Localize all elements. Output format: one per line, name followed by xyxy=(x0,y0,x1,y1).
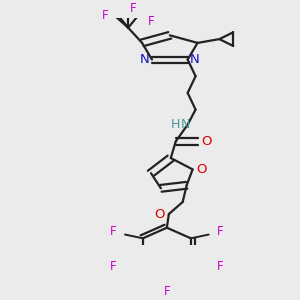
Text: O: O xyxy=(155,208,165,220)
Text: F: F xyxy=(110,225,116,238)
Text: N: N xyxy=(190,53,200,66)
Text: O: O xyxy=(201,135,212,148)
Text: F: F xyxy=(130,2,136,15)
Text: F: F xyxy=(217,260,224,273)
Text: H: H xyxy=(171,118,180,131)
Text: F: F xyxy=(164,285,170,298)
Text: N: N xyxy=(140,53,150,66)
Text: N: N xyxy=(181,118,190,131)
Text: F: F xyxy=(110,260,116,273)
Text: F: F xyxy=(148,15,154,28)
Text: F: F xyxy=(217,225,224,238)
Text: O: O xyxy=(196,163,207,176)
Text: F: F xyxy=(102,9,109,22)
